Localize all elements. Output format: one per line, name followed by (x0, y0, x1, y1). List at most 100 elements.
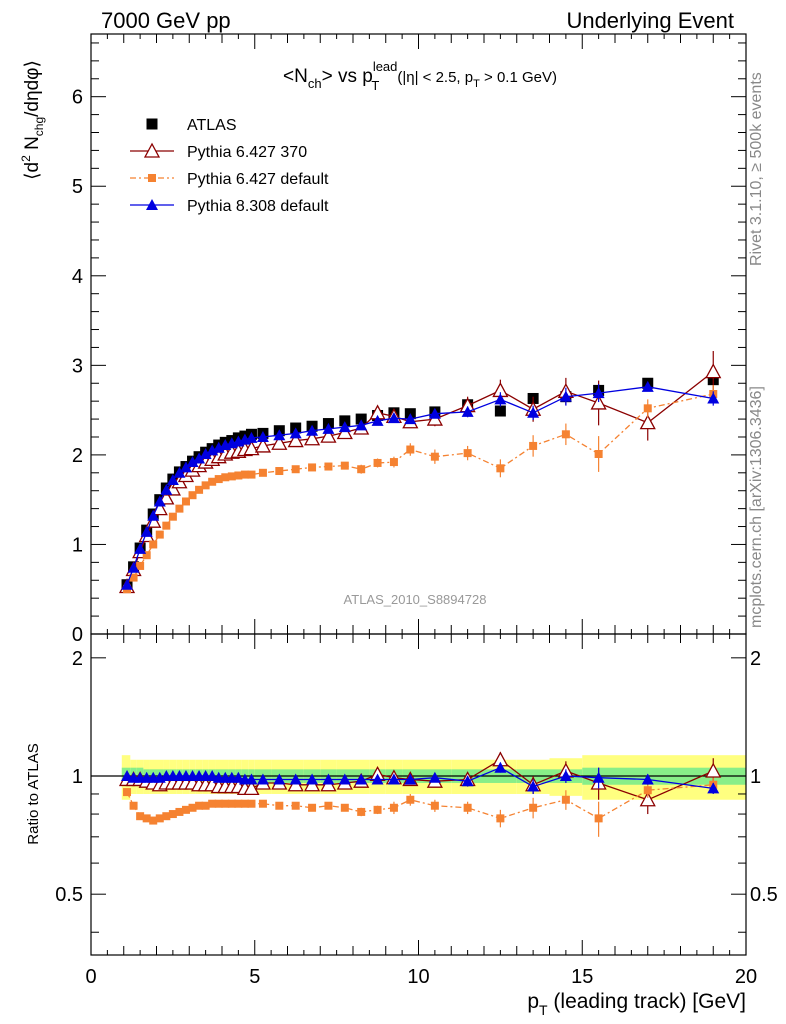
main-point (527, 406, 540, 418)
title-main-a: <N (283, 66, 308, 87)
main-point (173, 466, 186, 478)
main-point (494, 405, 506, 417)
ratio-point (389, 803, 398, 812)
ratio-point (149, 816, 158, 825)
ratio-point (258, 799, 267, 808)
main-point (142, 551, 151, 560)
main-point (324, 462, 333, 471)
ratio-point (155, 814, 164, 823)
ratio-point (195, 801, 204, 810)
y-tick-label: 4 (72, 266, 83, 288)
main-point (389, 458, 398, 467)
main-point (199, 448, 212, 459)
title-cuts-sub: T (473, 78, 480, 90)
x-tick-label: 15 (571, 966, 593, 988)
x-tick-label: 0 (85, 966, 96, 988)
main-line-pythia-6-427-default (126, 393, 714, 590)
main-point (153, 495, 166, 507)
main-point (340, 461, 349, 470)
main-point (162, 521, 171, 530)
main-point (201, 481, 210, 490)
y-tick-label: 6 (72, 87, 83, 109)
main-point (590, 394, 607, 410)
ratio-y-tick-label: 2 (72, 648, 83, 670)
main-point (186, 456, 199, 468)
ratio-ylabel: Ratio to ATLAS (25, 743, 42, 844)
main-point (175, 504, 184, 513)
legend-marker (148, 174, 156, 182)
main-point (639, 414, 656, 430)
legend-entry-pythia-8-308-default: Pythia 8.308 default (130, 198, 329, 215)
ratio-point (641, 773, 654, 785)
main-point (134, 542, 147, 554)
main-point (208, 477, 217, 486)
main-point (320, 427, 337, 443)
main-point (373, 458, 382, 467)
xlabel-b: (leading track) [GeV] (548, 990, 746, 1013)
main-point (275, 467, 284, 476)
main-point (387, 412, 400, 424)
main-point (168, 512, 177, 521)
main-point (705, 363, 722, 379)
ratio-point (463, 803, 472, 812)
main-panel: 0 1 2 3 4 5 6 ATLAS Pythia 6.427 370 Pythia 6.427… (72, 33, 747, 646)
ratio-point (273, 773, 286, 785)
ratio-point (430, 801, 439, 810)
title-cuts-b: > 0.1 GeV) (480, 69, 557, 86)
title-cuts-a: (|η| < 2.5, p (397, 69, 473, 86)
main-point (641, 380, 654, 392)
y-tick-label: 5 (72, 176, 83, 198)
main-point (561, 430, 570, 439)
main-point (406, 445, 415, 454)
ylabel-a: ⟨d (22, 162, 43, 180)
main-point (245, 431, 258, 443)
ratio-point (527, 780, 540, 792)
main-point (592, 387, 605, 399)
main-point (221, 473, 230, 482)
legend-label: Pythia 6.427 370 (187, 144, 307, 161)
ylabel-c: /dηdφ⟩ (22, 60, 43, 117)
analysis-id: ATLAS_2010_S8894728 (344, 592, 487, 607)
main-point (140, 525, 153, 537)
ratio-point (306, 773, 319, 785)
main-point (247, 470, 256, 479)
ratio-point (188, 803, 197, 812)
ratio-point (461, 775, 474, 787)
ratio-point (322, 773, 335, 785)
ratio-point (707, 782, 720, 794)
ratio-point (705, 762, 722, 778)
main-point (287, 432, 304, 448)
ratio-point (355, 773, 368, 785)
ratio-xlabel: pT (leading track) [GeV] (527, 990, 746, 1018)
main-point (271, 434, 288, 450)
legend-entry-pythia-6-427-370: Pythia 6.427 370 (130, 142, 307, 161)
main-point (463, 449, 472, 458)
ratio-point (256, 773, 269, 785)
ratio-point (561, 795, 570, 804)
axis-labels: <Nch> vs plead T (|η| < 2.5, pT > 0.1 GeV)… (19, 59, 746, 1018)
ratio-y-tick-label: 0.5 (55, 884, 83, 906)
main-point (179, 461, 192, 473)
ratio-point (404, 773, 417, 785)
main-series-pythia-6-427-default (123, 385, 718, 594)
main-title: <Nch> vs plead T (|η| < 2.5, pT > 0.1 GeV) (283, 59, 557, 93)
ratio-point (338, 773, 351, 785)
main-point (166, 473, 179, 485)
ratio-point (142, 814, 151, 823)
main-point (461, 405, 474, 417)
ratio-point (175, 807, 184, 816)
header-right: Underlying Event (566, 8, 734, 33)
main-point (147, 509, 160, 521)
main-point (643, 404, 652, 413)
main-point (594, 450, 603, 458)
ratio-point (247, 799, 256, 808)
main-point (707, 392, 720, 404)
ratio-point (243, 780, 260, 796)
main-point (291, 465, 300, 474)
main-point (256, 430, 269, 442)
main-point (273, 429, 286, 441)
main-series-pythia-6-427-370 (118, 351, 722, 594)
header-left: 7000 GeV pp (101, 8, 231, 33)
ratio-point (592, 771, 605, 783)
ratio-point (639, 791, 656, 807)
